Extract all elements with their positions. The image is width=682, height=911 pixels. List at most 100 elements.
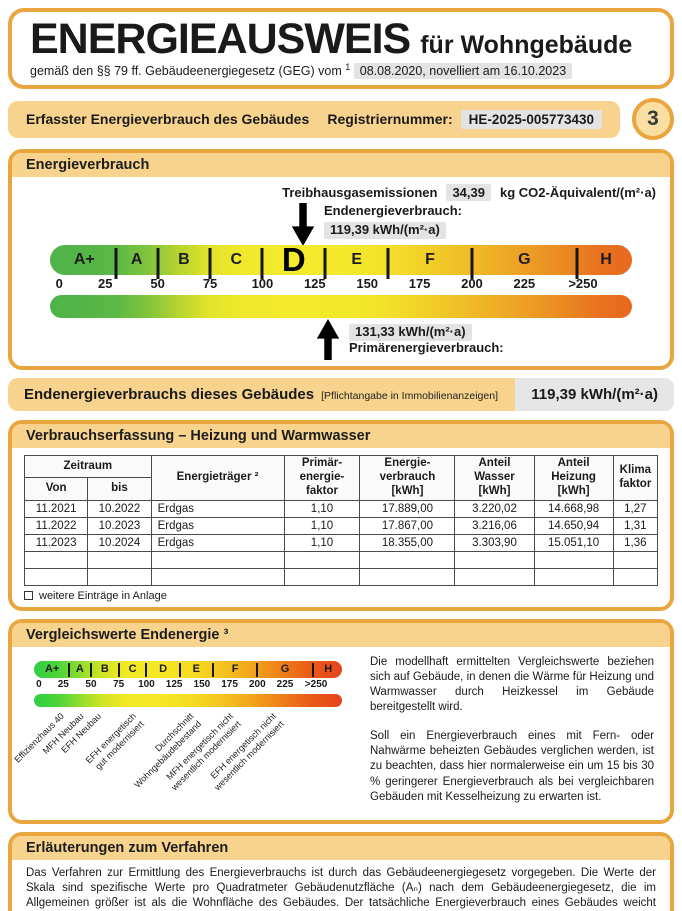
more-entries-checkbox[interactable] [24,591,33,601]
col-von: Von [23,477,89,501]
class-boundary-tick [156,248,160,280]
energy-class-D: D [281,241,306,279]
axis-tick-label: 50 [85,678,97,690]
comparison-scale: A+ A B C D E F G H 0 25 50 75 100 125 150 175 200 225 >250… [12,660,342,815]
consumption-table: Zeitraum Energieträger ² Primär- energie… [23,455,659,586]
axis-tick-label: 175 [408,276,431,292]
axis-tick-label: 75 [202,276,218,292]
energy-class-E: E [192,663,200,676]
comparison-secondary-bar [34,693,342,707]
consumption-section: Verbrauchserfassung – Heizung und Warmwa… [8,420,674,611]
class-boundary-tick [114,248,118,280]
primary-energy-value: 131,33 kWh/(m²·a) [349,324,472,342]
energy-class-A+: A+ [73,251,95,269]
primary-energy-arrow-row: 131,33 kWh/(m²·a) Primärenergieverbrauch… [50,318,632,362]
class-boundary-tick [575,248,579,280]
end-energy-arrow [291,203,315,247]
energy-scale: Endenergieverbrauch: 119,39 kWh/(m²·a) A… [50,201,632,362]
consumption-table-head: Zeitraum Energieträger ² Primär- energie… [23,455,659,501]
class-boundary-tick [260,248,264,280]
table-cell-empty [283,550,361,569]
document-subtitle: gemäß den §§ 79 ff. Gebäudeenergiegesetz… [30,62,652,80]
law-date: 08.08.2020, novelliert am 16.10.2023 [353,63,573,80]
table-cell-empty [87,567,152,586]
axis-tick-label: 75 [113,678,125,690]
end-energy-bar: Endenergieverbrauchs dieses Gebäudes [Pf… [8,378,674,412]
energy-class-H: H [324,663,333,676]
topbar: Erfasster Energieverbrauch des Gebäudes … [8,100,620,138]
comparison-text: Die modellhaft ermittelten Vergleichswer… [356,655,658,819]
axis-tick-label: 0 [55,276,63,292]
class-boundary-tick [67,662,70,677]
class-boundary-tick [208,248,212,280]
energy-class-A+: A+ [44,663,60,676]
table-cell: 15.051,10 [533,533,614,552]
class-boundary-tick [211,662,214,677]
energy-section-body: Treibhausgasemissionen 34,39 kg CO2-Äqui… [12,177,670,366]
section-label: Erfasster Energieverbrauch des Gebäudes [26,111,310,128]
table-row-empty [23,550,659,569]
class-boundary-tick [311,662,314,677]
class-boundary-tick [178,662,181,677]
table-cell-empty [283,567,361,586]
ghg-unit: kg CO2-Äquivalent/(m²·a) [499,185,656,201]
table-cell: Erdgas [150,499,285,518]
table-cell-empty [454,567,535,586]
energy-class-B: B [178,251,190,269]
axis-tick-label: >250 [568,276,598,292]
axis-tick-label: 125 [303,276,326,292]
col-energieverbrauch: Energie- verbrauch [kWh] [359,455,456,501]
energy-class-G: G [518,251,531,269]
comparison-rotated-labels: Effizienzhaus 40 MFH Neubau EFH Neubau EFH … [12,707,342,815]
comparison-paragraph: Die modellhaft ermittelten Vergleichswer… [370,655,654,714]
col-energietraeger: Energieträger ² [150,455,285,501]
explanation-section-header: Erläuterungen zum Verfahren [12,836,670,861]
class-boundary-tick [145,662,148,677]
energy-class-bar: A+ A B C D E F G H [50,241,632,280]
explanation-text: Das Verfahren zur Ermittlung des Energie… [26,867,656,910]
energy-class-C: C [128,663,137,676]
registry-group: Registriernummer: HE-2025-005773430 [327,109,602,129]
table-cell-empty [359,567,456,586]
table-row: 11.2021 10.2022 Erdgas 1,10 17.889,00 3.220,0… [23,499,659,518]
end-energy-arrow-row: Endenergieverbrauch: 119,39 kWh/(m²·a) [50,201,632,247]
end-energy-bar-left: Endenergieverbrauchs dieses Gebäudes [Pf… [8,378,514,411]
comparison-section: Vergleichswerte Endenergie ³ A+ A B C D E F G H … [8,618,674,825]
table-cell: 11.2022 [23,516,89,535]
table-cell: 1,10 [283,516,361,535]
table-row-empty [23,567,659,586]
table-cell: 3.220,02 [454,499,535,518]
table-cell: 1,27 [612,499,659,518]
table-cell: 11.2021 [23,499,89,518]
axis-tick-label: 225 [513,276,536,292]
end-energy-bar-label: Endenergieverbrauchs dieses Gebäudes [24,386,315,404]
table-cell: 14.668,98 [533,499,614,518]
axis-tick-label: 50 [150,276,165,292]
table-cell: 17.889,00 [359,499,456,518]
table-cell: 1,36 [612,533,659,552]
table-cell: 1,10 [283,533,361,552]
energy-class-E: E [351,251,363,269]
energy-class-B: B [100,663,109,676]
axis-tick-label: 100 [138,678,155,690]
energy-class-G: G [280,663,290,676]
subtitle-prefix: gemäß den §§ 79 ff. Gebäudeenergiegesetz… [30,64,342,79]
end-energy-value: 119,39 kWh/(m²·a) [324,222,446,240]
registry-number: HE-2025-005773430 [460,109,602,129]
class-boundary-tick [323,248,327,280]
comparison-axis: 0 25 50 75 100 125 150 175 200 225 >250 [34,678,342,693]
energy-class-A: A [130,251,143,269]
energy-class-H: H [600,251,612,269]
axis-tick-label: 175 [221,678,238,690]
primary-energy-callout: 131,33 kWh/(m²·a) Primärenergieverbrauch… [349,321,504,356]
axis-tick-label: 100 [251,276,274,292]
table-cell-empty [87,550,152,569]
page-number-badge: 3 [632,98,674,141]
title-box: ENERGIEAUSWEIS für Wohngebäude gemäß den… [8,8,674,90]
table-cell-empty [454,550,535,569]
comparison-scale-column: A+ A B C D E F G H 0 25 50 75 100 125 150 175 200 225 >250… [12,655,356,819]
col-klimafaktor: Klima faktor [612,455,659,501]
table-cell: 1,10 [283,499,361,518]
col-bis: bis [87,477,152,501]
